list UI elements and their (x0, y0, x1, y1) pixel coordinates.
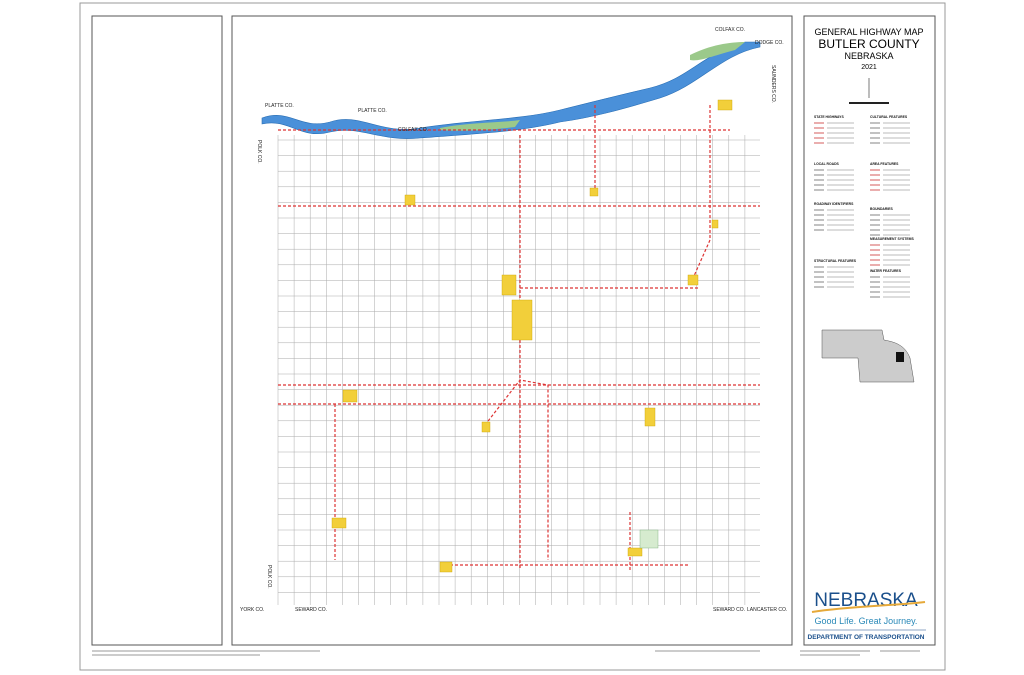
county-label: SEWARD CO. (713, 607, 745, 613)
county-label: DODGE CO. (755, 40, 784, 46)
county-label: YORK CO. (240, 607, 264, 613)
legend-section: MEASUREMENT SYSTEMS (870, 237, 914, 241)
locator-map (821, 329, 915, 383)
river-island (440, 120, 520, 131)
legend-section: CULTURAL FEATURES (870, 115, 908, 119)
state-highways (278, 105, 760, 570)
logo-name: NEBRASKA (814, 590, 918, 611)
county-title: BUTLER COUNTY (818, 37, 919, 51)
county-label: PLATTE CO. (265, 103, 294, 109)
legend-section: BOUNDARIES (870, 207, 894, 211)
county-label: SAUNDERS CO. (770, 65, 776, 103)
map-title: GENERAL HIGHWAY MAP (814, 27, 923, 37)
legend-section: STATE HIGHWAYS (814, 115, 844, 119)
year: 2021 (861, 64, 877, 71)
legend-section: AREA FEATURES (870, 162, 899, 166)
footer-notes (92, 650, 920, 656)
county-label: POLK CO. (266, 565, 272, 589)
county-label: POLK CO. (256, 140, 262, 164)
legend-section: LOCAL ROADS (814, 162, 840, 166)
logo-department: DEPARTMENT OF TRANSPORTATION (808, 634, 925, 641)
county-label: COLFAX CO. (398, 127, 428, 133)
inset-panel (91, 15, 223, 646)
logo-swoosh (811, 601, 926, 613)
legend-section: STRUCTURAL FEATURES (814, 259, 857, 263)
legend-section: WATER FEATURES (870, 269, 902, 273)
county-label: COLFAX CO. (715, 27, 745, 33)
towns (331, 99, 733, 573)
river-island (690, 42, 745, 61)
scale-bar (849, 102, 889, 104)
legend: STATE HIGHWAYS CULTURAL FEATURES LOCAL ROA… (814, 115, 914, 298)
section-grid (277, 135, 760, 605)
park (639, 529, 659, 549)
platte-river (261, 41, 761, 139)
county-label: LANCASTER CO. (747, 607, 787, 613)
legend-section: ROADWAY IDENTIFIERS (814, 202, 854, 206)
logo-slogan: Good Life. Great Journey. (815, 616, 918, 626)
state-title: NEBRASKA (844, 51, 893, 61)
locator-county (896, 352, 904, 362)
county-label: PLATTE CO. (358, 108, 387, 114)
county-label: SEWARD CO. (295, 607, 327, 613)
